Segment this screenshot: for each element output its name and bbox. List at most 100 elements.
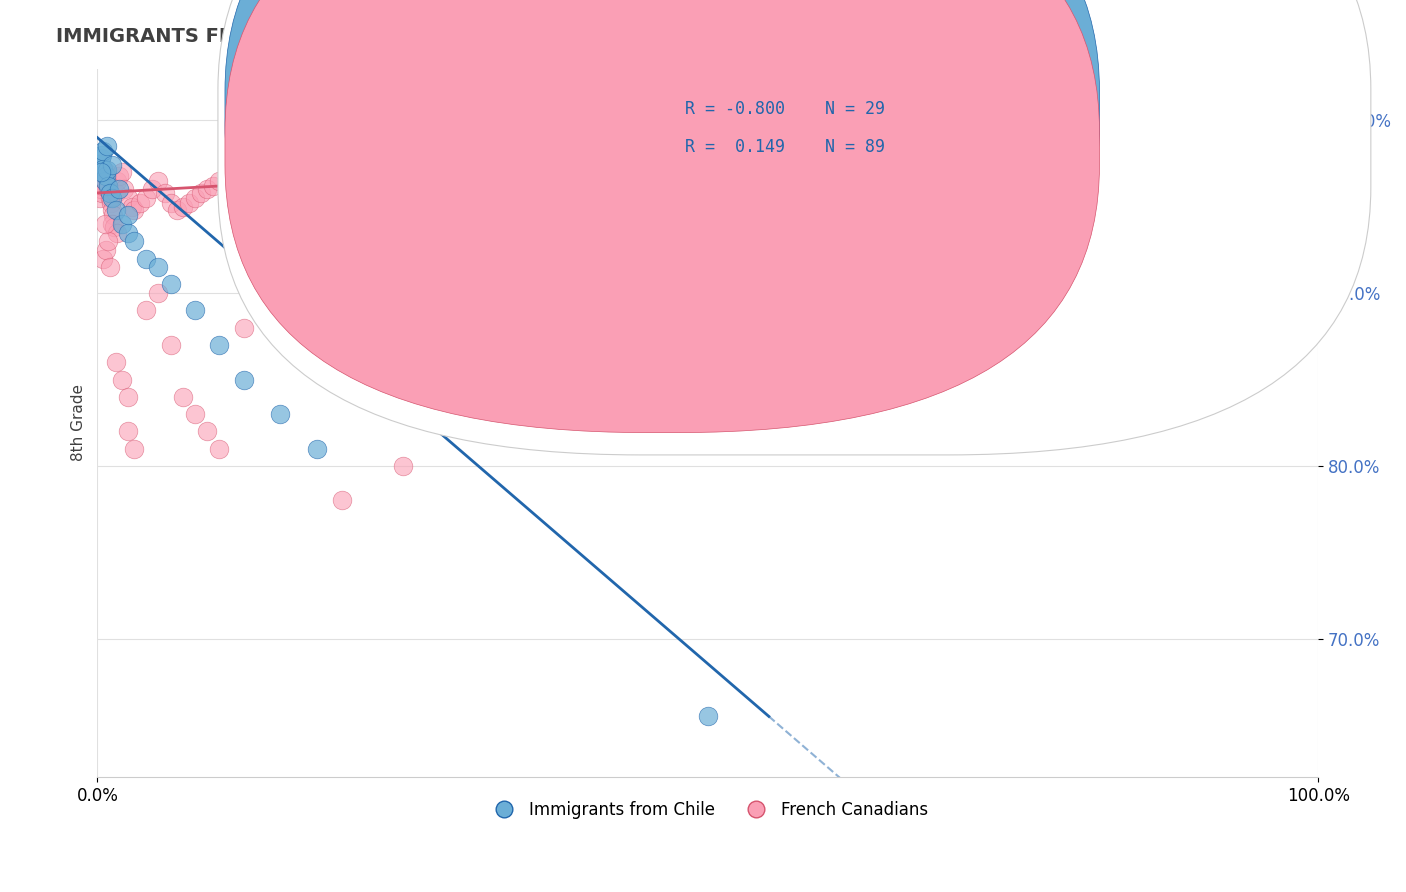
Point: [96, 163, 118, 178]
Point: [90, 165, 112, 179]
Point: [148, 286, 170, 301]
Legend: Immigrants from Chile, French Canadians: Immigrants from Chile, French Canadians: [481, 794, 935, 825]
Point: [122, 203, 145, 218]
Point: [269, 252, 291, 266]
Point: [129, 196, 152, 211]
Point: [354, 152, 377, 166]
Point: [89, 156, 111, 170]
Point: [184, 407, 207, 421]
Point: [96, 169, 118, 183]
Point: [307, 442, 329, 456]
Point: [101, 158, 124, 172]
Point: [159, 196, 181, 211]
Point: [93, 174, 115, 188]
Point: [101, 191, 124, 205]
Point: [141, 182, 163, 196]
Point: [818, 127, 841, 141]
Point: [696, 709, 718, 723]
Point: [195, 182, 218, 196]
Point: [391, 156, 413, 170]
Point: [166, 203, 188, 218]
Point: [190, 186, 212, 200]
Point: [153, 186, 176, 200]
Point: [105, 226, 128, 240]
Point: [208, 338, 231, 352]
Point: [93, 252, 115, 266]
Point: [111, 372, 134, 386]
Text: IMMIGRANTS FROM CHILE VS FRENCH CANADIAN 8TH GRADE CORRELATION CHART: IMMIGRANTS FROM CHILE VS FRENCH CANADIAN…: [56, 27, 966, 45]
Point: [184, 191, 207, 205]
Point: [97, 182, 120, 196]
Point: [117, 208, 139, 222]
Point: [117, 425, 139, 439]
Point: [98, 191, 121, 205]
Point: [721, 145, 744, 159]
Point: [93, 217, 115, 231]
Point: [672, 134, 695, 148]
Point: [148, 260, 170, 275]
Point: [232, 372, 254, 386]
Point: [135, 191, 157, 205]
Point: [108, 182, 131, 196]
Point: [91, 148, 114, 162]
Point: [91, 186, 114, 200]
Point: [575, 122, 598, 136]
Point: [221, 169, 243, 183]
Point: [177, 196, 200, 211]
Point: [477, 134, 499, 148]
Text: R =  0.149    N = 89: R = 0.149 N = 89: [685, 138, 884, 156]
Point: [117, 191, 139, 205]
Point: [453, 139, 475, 153]
Point: [108, 169, 131, 183]
Point: [269, 152, 291, 166]
Point: [159, 277, 181, 292]
Point: [391, 458, 413, 473]
Point: [97, 179, 120, 194]
Point: [195, 425, 218, 439]
Point: [269, 407, 291, 421]
Point: [281, 148, 304, 162]
Point: [97, 235, 120, 249]
Point: [550, 127, 572, 141]
Point: [111, 165, 134, 179]
Point: [117, 226, 139, 240]
Text: Source: ZipAtlas.com: Source: ZipAtlas.com: [1202, 27, 1350, 41]
Point: [172, 390, 194, 404]
Point: [758, 134, 780, 148]
Point: [122, 442, 145, 456]
Point: [101, 217, 124, 231]
Point: [100, 196, 122, 211]
Point: [1002, 127, 1025, 141]
Text: R = -0.800    N = 29: R = -0.800 N = 29: [685, 100, 884, 118]
Point: [232, 320, 254, 334]
Point: [90, 152, 112, 166]
Point: [330, 493, 353, 508]
Point: [880, 122, 903, 136]
Point: [135, 303, 157, 318]
Point: [941, 117, 963, 131]
Point: [94, 243, 117, 257]
Point: [93, 145, 115, 159]
Point: [98, 186, 121, 200]
Point: [104, 355, 127, 369]
Point: [93, 179, 115, 194]
Point: [172, 200, 194, 214]
Point: [93, 161, 115, 176]
Point: [257, 156, 280, 170]
Point: [94, 169, 117, 183]
Point: [104, 203, 127, 218]
Text: ZIPatlas: ZIPatlas: [543, 388, 873, 458]
Y-axis label: 8th Grade: 8th Grade: [72, 384, 86, 461]
Point: [159, 338, 181, 352]
Point: [245, 161, 267, 176]
Point: [121, 200, 143, 214]
Point: [89, 191, 111, 205]
Point: [90, 182, 112, 196]
Point: [111, 217, 134, 231]
Point: [94, 165, 117, 179]
Point: [1185, 130, 1208, 145]
Point: [104, 186, 127, 200]
Point: [184, 303, 207, 318]
Point: [208, 174, 231, 188]
Point: [1123, 139, 1146, 153]
